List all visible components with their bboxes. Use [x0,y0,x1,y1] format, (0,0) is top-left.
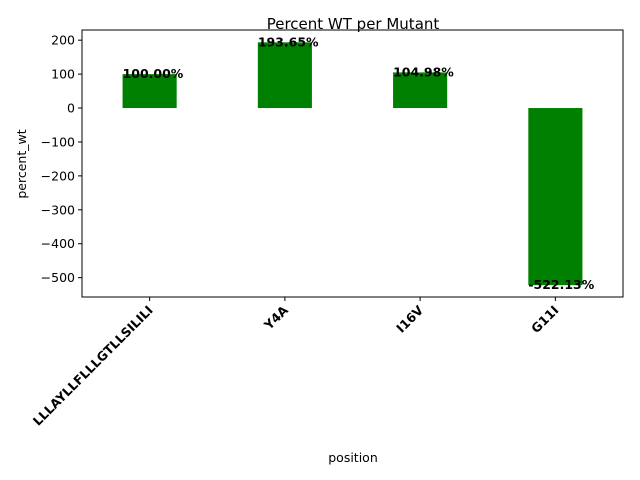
y-tick-label: −300 [41,202,75,217]
x-tick-label-1: Y4A [260,302,291,333]
data-label-0: 100.00% [123,66,184,81]
x-tick-label-0: LLLAYLLFLLLGTLLSILILI [30,303,156,429]
x-axis: LLLAYLLFLLLGTLLSILILI Y4A I16V G11I [30,297,561,429]
y-tick-label: 0 [67,101,75,116]
bar-0 [122,74,177,109]
y-axis-label: percent_wt [14,129,29,198]
data-label-2: 104.98% [393,64,454,79]
bar-1 [257,42,312,109]
bar-2 [393,72,448,109]
x-tick-label-3: G11I [528,303,561,336]
y-tick-label: −100 [41,134,75,149]
y-axis: 200 100 0 −100 −200 −300 −400 −500 [41,33,82,285]
chart-title: Percent WT per Mutant [267,15,440,33]
x-tick-label-2: I16V [393,302,426,335]
plot-frame [81,29,624,298]
y-tick-label: −400 [41,236,75,251]
x-axis-label: position [328,450,378,465]
bar-3 [528,108,583,286]
y-tick-label: −500 [41,270,75,285]
data-label-1: 193.65% [258,34,319,49]
y-tick-label: −200 [41,168,75,183]
y-tick-label: 100 [51,67,75,82]
y-tick-label: 200 [51,33,75,48]
plot-area: 100.00% 193.65% 104.98% -522.13% [122,34,595,292]
data-label-3: -522.13% [528,277,594,292]
